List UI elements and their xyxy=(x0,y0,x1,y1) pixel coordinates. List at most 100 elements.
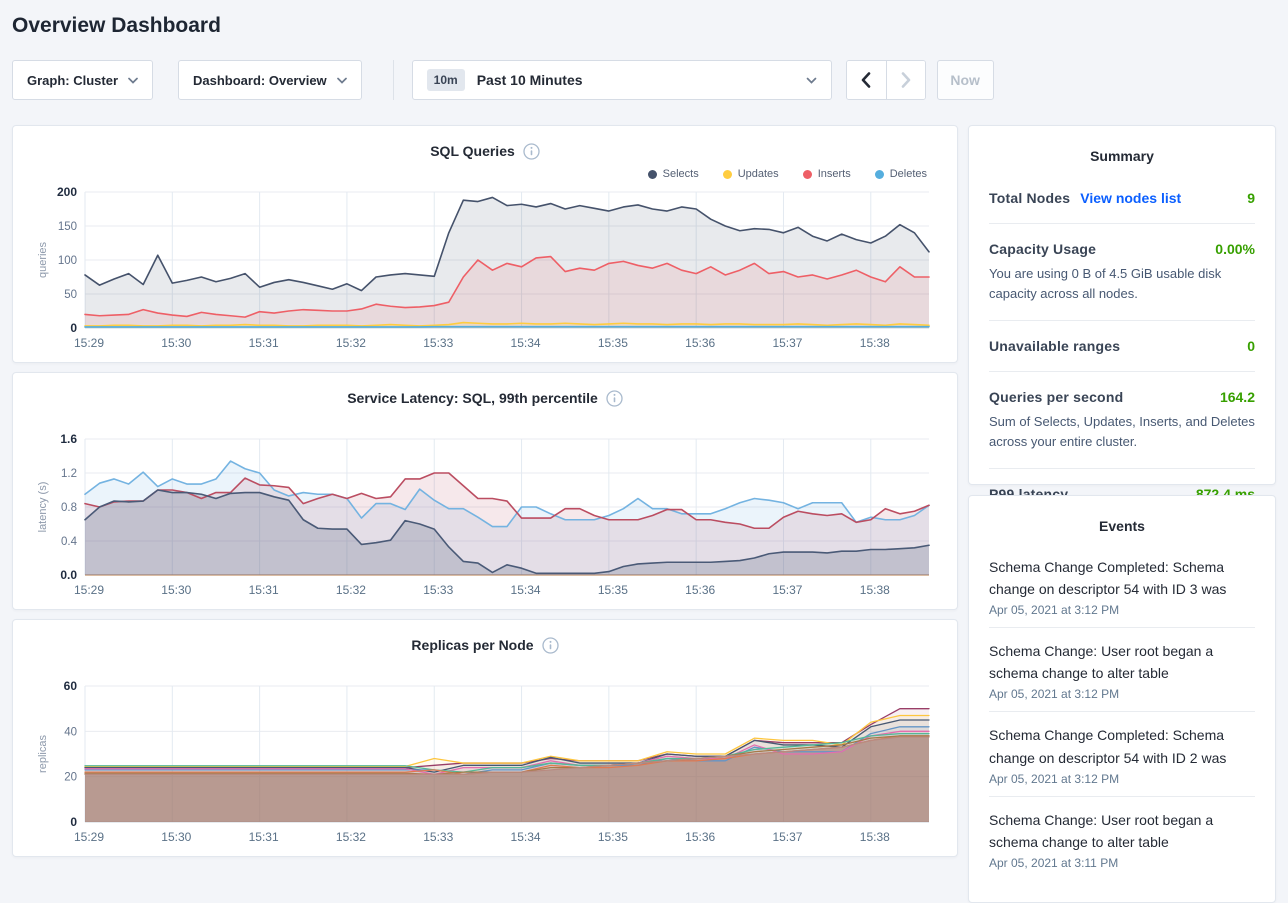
replicas-per-node-plot[interactable]: 0 20 40 60 15:29 15:30 15:31 15:32 15:33 15:34 15:… xyxy=(33,678,939,848)
summary-title: Summary xyxy=(1090,148,1154,164)
divider xyxy=(989,371,1255,372)
time-prev-button[interactable] xyxy=(846,61,886,99)
dashboard-dropdown[interactable]: Dashboard: Overview xyxy=(178,60,362,100)
time-next-button[interactable] xyxy=(885,61,925,99)
legend-label: Inserts xyxy=(817,168,851,180)
svg-text:1.6: 1.6 xyxy=(60,432,77,446)
sql-queries-plot[interactable]: 0 50 100 150 200 15:29 15:30 15:31 15:32 15:33 15:… xyxy=(33,184,939,354)
sql-queries-chart-card: SQL Queries Selects Updates Inserts Deletes… xyxy=(12,125,958,363)
chevron-left-icon xyxy=(861,72,871,88)
event-message: Schema Change Completed: Schema change o… xyxy=(989,727,1227,766)
sidebar: Summary Total Nodes View nodes list 9 Ca… xyxy=(968,125,1276,903)
summary-label: Capacity Usage xyxy=(989,241,1097,257)
event-timestamp: Apr 05, 2021 at 3:12 PM xyxy=(989,687,1120,702)
info-icon[interactable] xyxy=(523,142,540,160)
main-layout: SQL Queries Selects Updates Inserts Deletes… xyxy=(0,125,1288,903)
svg-text:15:38: 15:38 xyxy=(860,336,890,350)
event-message: Schema Change: User root began a schema … xyxy=(989,643,1214,682)
service-latency-plot[interactable]: 0.0 0.4 0.8 1.2 1.6 15:29 15:30 15:31 15:32 15:33… xyxy=(33,431,939,601)
charts-column: SQL Queries Selects Updates Inserts Deletes… xyxy=(12,125,958,903)
events-title: Events xyxy=(1099,518,1145,534)
svg-text:15:29: 15:29 xyxy=(74,583,104,597)
divider xyxy=(989,468,1255,469)
svg-text:0: 0 xyxy=(70,321,77,335)
svg-text:60: 60 xyxy=(64,679,78,693)
chevron-down-icon xyxy=(336,77,347,84)
info-icon[interactable] xyxy=(606,389,623,407)
now-button[interactable]: Now xyxy=(936,60,994,100)
time-range-badge: 10m xyxy=(426,69,465,91)
chart-title: Service Latency: SQL, 99th percentile xyxy=(347,390,598,406)
chart-legend xyxy=(33,658,937,678)
svg-text:50: 50 xyxy=(64,289,77,301)
summary-value: 9 xyxy=(1247,190,1255,206)
summary-label: Total Nodes xyxy=(989,190,1071,206)
time-range-selector[interactable]: 10m Past 10 Minutes xyxy=(411,60,832,100)
svg-text:0.0: 0.0 xyxy=(60,568,77,582)
svg-text:replicas: replicas xyxy=(37,735,49,773)
summary-row-capacity-usage: Capacity Usage 0.00% You are using 0 B o… xyxy=(989,239,1255,305)
event-timestamp: Apr 05, 2021 at 3:12 PM xyxy=(989,771,1120,786)
svg-text:15:35: 15:35 xyxy=(598,583,628,597)
svg-text:100: 100 xyxy=(58,255,77,267)
divider xyxy=(989,223,1255,224)
svg-text:15:34: 15:34 xyxy=(511,336,541,350)
svg-text:15:38: 15:38 xyxy=(860,830,890,844)
legend-label: Selects xyxy=(662,168,699,180)
legend-label: Deletes xyxy=(889,168,927,180)
event-message: Schema Change: User root began a schema … xyxy=(989,811,1214,850)
svg-text:15:37: 15:37 xyxy=(772,583,802,597)
service-latency-chart-card: Service Latency: SQL, 99th percentile 0.… xyxy=(12,372,958,610)
legend-item-selects[interactable]: Selects xyxy=(647,168,699,180)
svg-text:150: 150 xyxy=(58,221,77,233)
svg-text:15:36: 15:36 xyxy=(685,336,715,350)
svg-text:15:36: 15:36 xyxy=(685,830,715,844)
replicas-per-node-chart-card: Replicas per Node 0 20 40 60 15:29 15:30 15:31… xyxy=(12,619,958,857)
graph-dropdown[interactable]: Graph: Cluster xyxy=(12,60,154,100)
svg-text:15:35: 15:35 xyxy=(598,830,628,844)
summary-label: Unavailable ranges xyxy=(989,338,1121,354)
svg-text:15:32: 15:32 xyxy=(336,583,366,597)
summary-description: You are using 0 B of 4.5 GiB usable disk… xyxy=(989,266,1222,301)
view-nodes-list-link[interactable]: View nodes list xyxy=(1080,190,1182,206)
svg-text:15:37: 15:37 xyxy=(772,830,802,844)
dashboard-dropdown-label: Dashboard: Overview xyxy=(193,72,327,88)
legend-dot xyxy=(802,169,812,179)
legend-item-updates[interactable]: Updates xyxy=(722,168,779,180)
chart-header: Service Latency: SQL, 99th percentile xyxy=(33,385,937,411)
legend-item-inserts[interactable]: Inserts xyxy=(802,168,851,180)
summary-value: 0.00% xyxy=(1215,241,1255,257)
svg-text:15:30: 15:30 xyxy=(161,336,191,350)
svg-text:15:33: 15:33 xyxy=(423,583,453,597)
svg-text:15:32: 15:32 xyxy=(336,336,366,350)
svg-text:15:30: 15:30 xyxy=(161,583,191,597)
graph-dropdown-label: Graph: Cluster xyxy=(27,72,119,88)
divider xyxy=(989,320,1255,321)
event-item: Schema Change: User root began a schema … xyxy=(989,628,1255,713)
event-item: Schema Change Completed: Schema change o… xyxy=(989,712,1255,797)
svg-text:15:36: 15:36 xyxy=(685,583,715,597)
info-icon[interactable] xyxy=(541,636,559,654)
svg-text:15:34: 15:34 xyxy=(511,830,541,844)
svg-text:15:34: 15:34 xyxy=(511,583,541,597)
legend-dot xyxy=(874,169,884,179)
svg-text:15:31: 15:31 xyxy=(249,830,279,844)
summary-label: Queries per second xyxy=(989,389,1124,405)
chart-title: Replicas per Node xyxy=(411,637,534,653)
chevron-down-icon xyxy=(128,77,138,84)
toolbar: Graph: Cluster Dashboard: Overview 10m P… xyxy=(0,60,1288,100)
chart-header: SQL Queries xyxy=(33,138,937,164)
summary-description: Sum of Selects, Updates, Inserts, and De… xyxy=(989,414,1255,449)
svg-text:0.8: 0.8 xyxy=(61,502,77,514)
event-message: Schema Change Completed: Schema change o… xyxy=(989,559,1227,598)
chart-title: SQL Queries xyxy=(430,143,515,159)
overview-dashboard-page: Overview Dashboard Graph: Cluster Dashbo… xyxy=(0,14,1288,903)
legend-item-deletes[interactable]: Deletes xyxy=(874,168,927,180)
time-step-group xyxy=(845,60,926,100)
svg-text:15:30: 15:30 xyxy=(161,830,191,844)
summary-row-total-nodes: Total Nodes View nodes list 9 xyxy=(989,188,1255,208)
svg-text:15:37: 15:37 xyxy=(772,336,802,350)
svg-text:200: 200 xyxy=(57,185,77,199)
summary-value: 0 xyxy=(1247,338,1255,354)
toolbar-divider xyxy=(392,60,394,100)
